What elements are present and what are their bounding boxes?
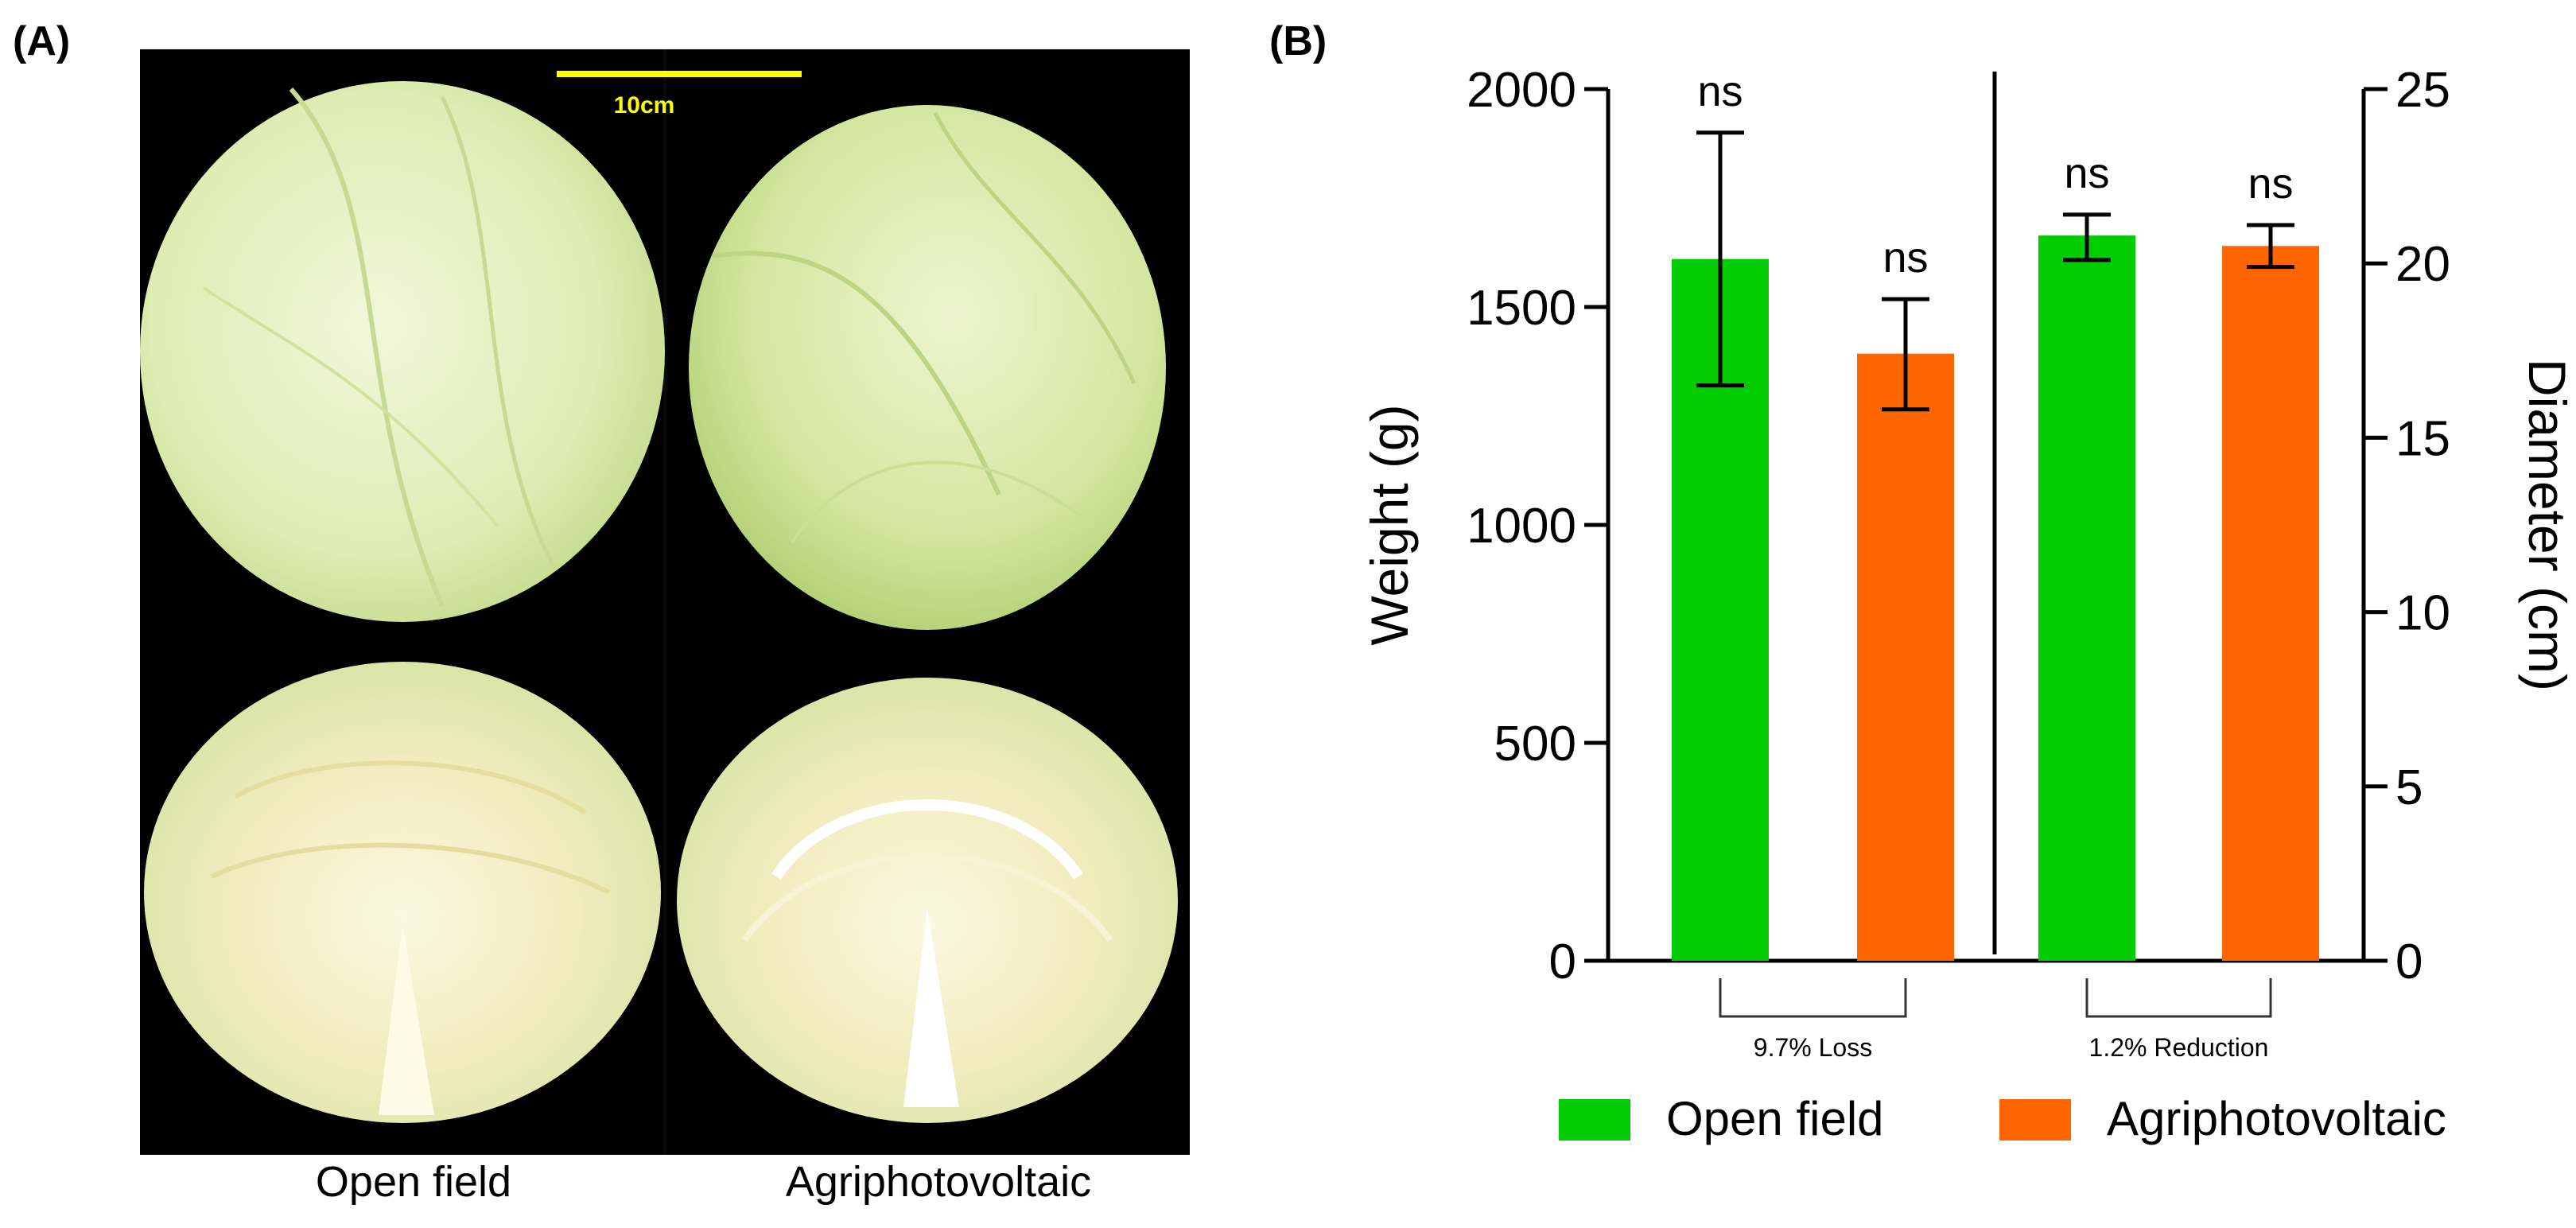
significance-label: ns (1882, 234, 1928, 282)
right-tick-label: 0 (2395, 935, 2423, 989)
left-tick-label: 0 (1549, 935, 1576, 989)
left-tick-label: 1000 (1467, 499, 1576, 554)
significance-label: ns (1697, 68, 1743, 115)
group-bracket (1719, 978, 1907, 1018)
bar (2038, 235, 2135, 961)
group-annotation: 9.7% Loss (1754, 1033, 1872, 1062)
panel-b-label: (B) (1269, 18, 1327, 64)
right-tick-label: 15 (2395, 411, 2450, 466)
scale-bar (557, 71, 802, 77)
legend-swatch (1999, 1099, 2071, 1141)
agriphotovoltaic-whole-cabbage (689, 105, 1166, 630)
caption-open-field: Open field (315, 1158, 512, 1206)
scale-bar-label: 10cm (614, 92, 675, 119)
agriphotovoltaic-cut-cabbage (677, 678, 1178, 1123)
group-bracket (2085, 978, 2272, 1018)
significance-label: ns (2248, 160, 2293, 208)
right-tick-label: 25 (2395, 63, 2450, 118)
left-tick-label: 2000 (1467, 63, 1576, 118)
legend-label: Open field (1666, 1092, 1884, 1145)
cabbage-photo: 10cm (140, 49, 1178, 1155)
right-tick-label: 20 (2395, 237, 2450, 292)
group-annotation: 1.2% Reduction (2089, 1033, 2269, 1062)
left-axis-title: Weight (g) (1360, 404, 1419, 645)
legend-label: Agriphotovoltaic (2107, 1092, 2446, 1145)
bar (2222, 246, 2319, 961)
caption-agriphotovoltaic: Agriphotovoltaic (785, 1158, 1092, 1206)
bar (1857, 353, 1954, 961)
right-axis-title: Diameter (cm) (2518, 359, 2576, 691)
panel-a-label: (A) (13, 18, 71, 64)
open-field-cut-cabbage (144, 662, 661, 1123)
legend-swatch (1559, 1099, 1630, 1141)
cabbage-photo-panel: 10cm (140, 49, 1190, 1155)
right-tick-label: 10 (2395, 586, 2450, 641)
left-tick-label: 500 (1494, 717, 1576, 771)
left-tick-label: 1500 (1467, 281, 1576, 336)
right-tick-label: 5 (2395, 760, 2423, 815)
open-field-whole-cabbage (140, 81, 665, 622)
significance-label: ns (2064, 150, 2109, 197)
